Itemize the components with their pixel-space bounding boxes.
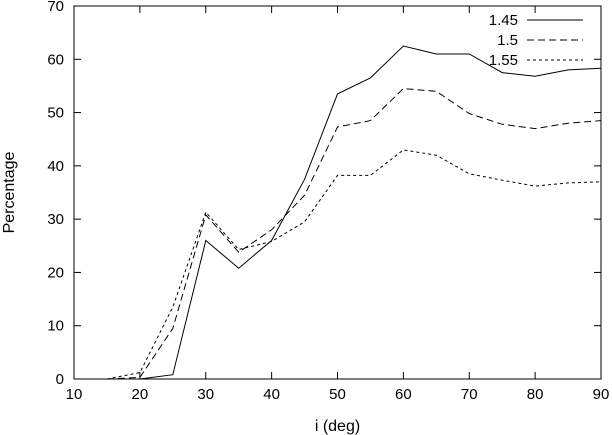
legend-label: 1.45 [489,12,518,29]
x-tick-label: 90 [593,386,610,403]
legend: 1.45 1.5 1.55 [489,12,583,69]
x-tick-label: 10 [66,386,83,403]
legend-label: 1.5 [497,32,518,49]
y-tick-label: 40 [47,158,64,175]
y-axis-label: Percentage [1,151,18,233]
x-tick-label: 40 [263,386,280,403]
x-axis-label: i (deg) [315,418,360,435]
y-tick-label: 10 [47,318,64,335]
x-tick-label: 20 [132,386,149,403]
y-tick-label: 0 [56,371,64,388]
plot-frame [73,5,602,380]
y-tick-label: 70 [47,0,64,15]
y-tick-label: 60 [47,51,64,68]
y-tick-label: 30 [47,211,64,228]
series-layer [106,45,602,380]
x-axis-ticks: 10 20 30 40 50 60 70 80 90 [66,6,610,403]
series-line-1.45 [106,45,602,380]
y-tick-label: 20 [47,264,64,281]
legend-label: 1.55 [489,52,518,69]
x-tick-label: 50 [329,386,346,403]
y-axis-ticks: 0 10 20 30 40 50 60 70 [47,0,601,388]
series-line-1.55 [106,149,602,380]
x-tick-label: 80 [527,386,544,403]
x-tick-label: 60 [395,386,412,403]
y-tick-label: 50 [47,105,64,122]
x-tick-label: 30 [197,386,214,403]
x-tick-label: 70 [461,386,478,403]
series-line-1.5 [106,88,602,380]
